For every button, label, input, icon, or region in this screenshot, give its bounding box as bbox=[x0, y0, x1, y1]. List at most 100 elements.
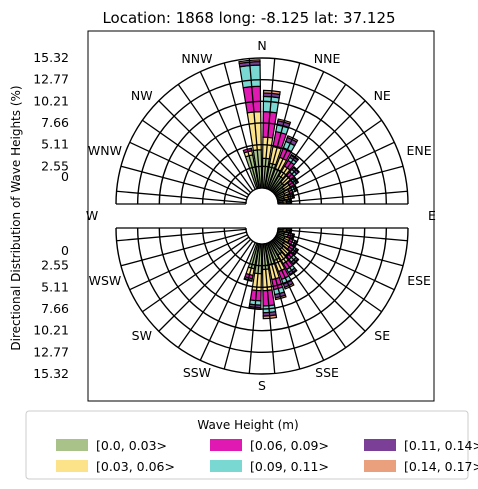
spoke-15 bbox=[268, 242, 325, 361]
radial-tick-down-1: 2.55 bbox=[41, 258, 69, 273]
legend-swatch-2 bbox=[210, 439, 242, 451]
spoke-4 bbox=[272, 100, 366, 194]
direction-label-SW: SW bbox=[132, 328, 152, 343]
radial-tick-down-0: 0 bbox=[61, 243, 69, 258]
hole-bottom bbox=[245, 227, 279, 245]
chart-title: Location: 1868 long: -8.125 lat: 37.125 bbox=[102, 9, 395, 27]
legend-swatch-1 bbox=[56, 460, 88, 472]
spoke-8 bbox=[277, 190, 408, 204]
radial-tick-down-3: 7.66 bbox=[41, 301, 69, 316]
spoke-14 bbox=[270, 240, 347, 348]
spoke-9 bbox=[277, 228, 408, 242]
legend-label-2: [0.06, 0.09> bbox=[250, 438, 329, 453]
direction-label-SSE: SSE bbox=[315, 365, 339, 380]
legend-swatch-3 bbox=[210, 460, 242, 472]
direction-label-SE: SE bbox=[374, 328, 390, 343]
ring-bottom-3 bbox=[180, 227, 344, 310]
spoke-13 bbox=[272, 238, 366, 332]
direction-label-SSW: SSW bbox=[183, 365, 211, 380]
legend: Wave Height (m) [0.0, 0.03> [0.03, 0.06> [… bbox=[25, 410, 478, 480]
legend-label-5: [0.14, 0.17> bbox=[404, 459, 478, 474]
ring-bottom-6 bbox=[115, 227, 409, 375]
spoke-1 bbox=[265, 62, 301, 189]
direction-labels: N NNE NE ENE E ESE SE SSE S SSW SW WSW W WNW NW NNW bbox=[86, 38, 436, 393]
plot-frame bbox=[87, 30, 435, 402]
direction-label-WSW: WSW bbox=[89, 273, 122, 288]
spoke-3 bbox=[270, 84, 347, 192]
spoke-6 bbox=[276, 141, 395, 198]
legend-swatch-4 bbox=[364, 439, 396, 451]
legend-label-1: [0.03, 0.06> bbox=[96, 459, 175, 474]
spoke-24 bbox=[129, 234, 248, 291]
spoke-28 bbox=[120, 165, 247, 201]
legend-box bbox=[25, 410, 469, 480]
ring-top-6 bbox=[115, 57, 409, 205]
legend-label-3: [0.09, 0.11> bbox=[250, 459, 329, 474]
radial-tick-up-1: 2.55 bbox=[41, 158, 69, 173]
spoke-31 bbox=[158, 100, 252, 194]
spoke-17 bbox=[262, 243, 276, 374]
direction-label-ESE: ESE bbox=[407, 273, 431, 288]
legend-label-4: [0.11, 0.14> bbox=[404, 438, 478, 453]
spoke-35 bbox=[248, 58, 262, 189]
direction-label-NNW: NNW bbox=[181, 51, 212, 66]
spoke-23 bbox=[142, 236, 250, 313]
legend-swatch-0 bbox=[56, 439, 88, 451]
spoke-30 bbox=[142, 119, 250, 196]
radial-tick-up-6: 15.32 bbox=[33, 50, 69, 65]
legend-label-0: [0.0, 0.03> bbox=[96, 438, 167, 453]
spoke-20 bbox=[199, 242, 256, 361]
spoke-33 bbox=[199, 71, 256, 190]
legend-title: Wave Height (m) bbox=[197, 418, 298, 432]
ring-top-3 bbox=[180, 122, 344, 205]
spoke-2 bbox=[268, 71, 325, 190]
radial-tick-down-2: 5.11 bbox=[41, 279, 69, 294]
radial-tick-up-3: 7.66 bbox=[41, 115, 69, 130]
direction-label-N: N bbox=[257, 38, 266, 53]
ring-top-4 bbox=[158, 100, 366, 205]
radial-tick-down-5: 12.77 bbox=[33, 344, 69, 359]
spoke-34 bbox=[223, 62, 259, 189]
spoke-27 bbox=[116, 190, 247, 204]
spoke-32 bbox=[177, 84, 254, 192]
legend-swatch-5 bbox=[364, 460, 396, 472]
radial-tick-down-4: 10.21 bbox=[33, 323, 69, 338]
radial-tick-labels: 002.552.555.115.117.667.6610.2110.2112.7… bbox=[33, 50, 69, 381]
spoke-29 bbox=[129, 141, 248, 198]
direction-label-ENE: ENE bbox=[406, 143, 431, 158]
ring-top-2 bbox=[201, 144, 323, 205]
spoke-5 bbox=[274, 119, 382, 196]
spoke-22 bbox=[158, 238, 252, 332]
y-axis-label: Directional Distribution of Wave Heights… bbox=[9, 85, 23, 350]
ring-bottom-4 bbox=[158, 227, 366, 332]
spoke-26 bbox=[116, 228, 247, 242]
radial-tick-up-4: 10.21 bbox=[33, 93, 69, 108]
spoke-10 bbox=[277, 231, 404, 267]
polar-grid bbox=[115, 57, 409, 375]
spoke-12 bbox=[274, 236, 382, 313]
direction-label-W: W bbox=[86, 208, 98, 223]
ring-bottom-2 bbox=[201, 227, 323, 288]
spoke-21 bbox=[177, 240, 254, 348]
radial-tick-up-5: 12.77 bbox=[33, 72, 69, 87]
direction-label-NE: NE bbox=[374, 88, 391, 103]
direction-label-S: S bbox=[258, 378, 266, 393]
radial-tick-up-0: 0 bbox=[61, 169, 69, 184]
hole-top bbox=[245, 187, 279, 205]
direction-label-NW: NW bbox=[131, 88, 153, 103]
ring-bottom-5 bbox=[136, 227, 388, 353]
direction-label-WNW: WNW bbox=[88, 143, 122, 158]
ring-top-5 bbox=[136, 79, 388, 205]
direction-label-E: E bbox=[428, 208, 436, 223]
spoke-19 bbox=[223, 243, 259, 370]
spoke-0 bbox=[262, 58, 276, 189]
radial-tick-down-6: 15.32 bbox=[33, 366, 69, 381]
radial-tick-up-2: 5.11 bbox=[41, 137, 69, 152]
spoke-16 bbox=[265, 243, 301, 370]
spoke-7 bbox=[277, 165, 404, 201]
spoke-11 bbox=[276, 234, 395, 291]
direction-label-NNE: NNE bbox=[314, 51, 341, 66]
spoke-18 bbox=[248, 243, 262, 374]
spoke-25 bbox=[120, 231, 247, 267]
